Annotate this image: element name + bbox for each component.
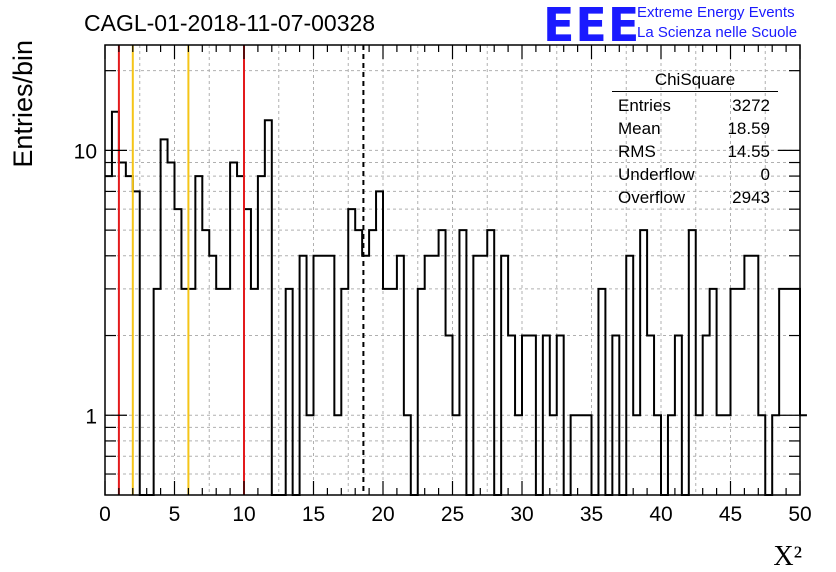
stats-value: 3272 [732, 96, 770, 115]
stats-value: 0 [760, 165, 770, 184]
stats-header: ChiSquare [612, 70, 778, 92]
stats-box: ChiSquare Entries 3272 Mean 18.59 RMS 14.55… [612, 70, 778, 209]
y-axis-label: Entries/bin [8, 40, 38, 168]
x-tick-label: 25 [441, 503, 464, 526]
stats-value: 2943 [732, 188, 770, 207]
x-tick-label: 40 [649, 503, 672, 526]
x-tick-label: 15 [302, 503, 325, 526]
stats-row-underflow: Underflow 0 [612, 163, 778, 186]
stats-label: Overflow [618, 188, 686, 207]
stats-row-overflow: Overflow 2943 [612, 186, 778, 209]
x-tick-label: 50 [788, 503, 811, 526]
x-tick-label: 45 [719, 503, 742, 526]
logo-caption: Extreme Energy Events La Scienza nelle S… [637, 3, 797, 43]
y-tick-label: 1 [85, 405, 97, 428]
stats-row-entries: Entries 3272 [612, 94, 778, 117]
stats-label: Mean [618, 119, 661, 138]
x-tick-label: 30 [510, 503, 533, 526]
stats-label: RMS [618, 142, 656, 161]
stats-value: 18.59 [727, 119, 770, 138]
chart-title: CAGL-01-2018-11-07-00328 [84, 10, 376, 36]
x-tick-label: 20 [371, 503, 394, 526]
x-tick-label: 10 [232, 503, 255, 526]
histogram-line [105, 110, 807, 496]
stats-row-mean: Mean 18.59 [612, 117, 778, 140]
x-axis-label: X² [773, 541, 802, 572]
stats-row-rms: RMS 14.55 [612, 140, 778, 163]
x-tick-label: 5 [169, 503, 181, 526]
stats-label: Underflow [618, 165, 695, 184]
x-tick-label: 0 [99, 503, 111, 526]
y-tick-label: 10 [74, 140, 97, 163]
eee-logo: EEE [543, 0, 641, 52]
stats-label: Entries [618, 96, 671, 115]
logo-line-1: Extreme Energy Events [637, 4, 795, 21]
stats-value: 14.55 [727, 142, 770, 161]
logo-line-2: La Scienza nelle Scuole [637, 24, 798, 41]
x-tick-label: 35 [580, 503, 603, 526]
